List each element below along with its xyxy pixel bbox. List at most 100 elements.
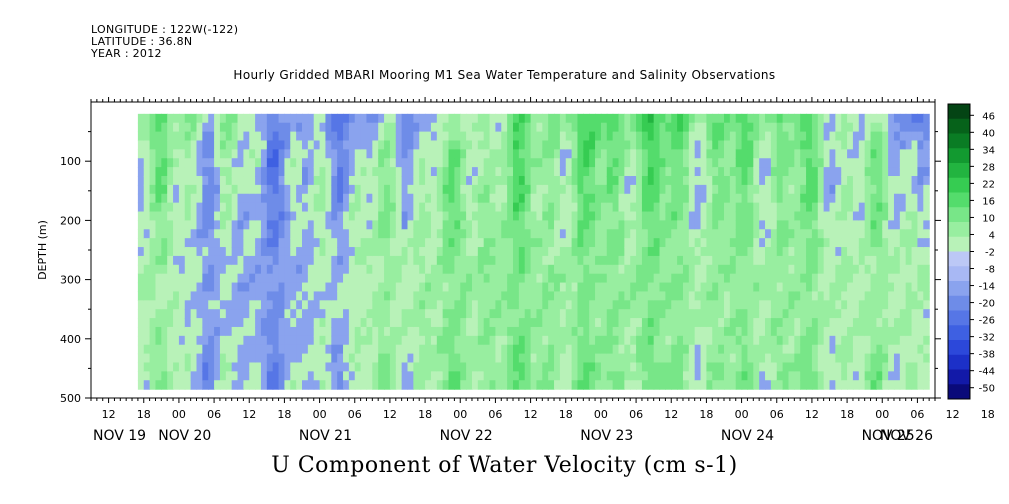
- heatmap-cell: [243, 220, 250, 230]
- heatmap-cell: [395, 326, 403, 337]
- heatmap-cell: [325, 282, 332, 293]
- heatmap-cell: [266, 176, 274, 186]
- heatmap-cell: [806, 335, 813, 346]
- heatmap-cell: [231, 264, 239, 275]
- heatmap-cell: [724, 220, 731, 230]
- heatmap-cell: [864, 176, 872, 186]
- heatmap-cell: [524, 149, 532, 159]
- heatmap-cell: [794, 140, 801, 150]
- heatmap-cell: [659, 131, 666, 142]
- heatmap-cell: [899, 184, 907, 195]
- heatmap-cell: [419, 300, 426, 310]
- heatmap-cell: [483, 309, 491, 319]
- heatmap-cell: [923, 264, 930, 275]
- heatmap-cell: [337, 167, 344, 177]
- heatmap-cell: [260, 326, 268, 337]
- heatmap-cell: [770, 291, 778, 301]
- heatmap-cell: [401, 202, 409, 213]
- heatmap-cell: [841, 291, 848, 301]
- heatmap-cell: [354, 229, 362, 239]
- heatmap-cell: [753, 220, 760, 230]
- heatmap-cell: [501, 149, 508, 159]
- heatmap-cell: [741, 291, 749, 301]
- heatmap-cell: [712, 255, 719, 266]
- heatmap-cell: [296, 273, 303, 284]
- heatmap-cell: [565, 291, 573, 301]
- heatmap-cell: [559, 380, 567, 390]
- heatmap-cell: [671, 300, 678, 310]
- heatmap-cell: [219, 309, 227, 319]
- heatmap-cell: [378, 255, 385, 266]
- heatmap-cell: [255, 264, 262, 275]
- heatmap-cell: [325, 158, 332, 168]
- heatmap-cell: [149, 220, 157, 230]
- heatmap-cell: [770, 300, 778, 310]
- heatmap-cell: [776, 326, 784, 337]
- heatmap-cell: [806, 158, 813, 168]
- heatmap-cell: [366, 353, 373, 364]
- heatmap-cell: [319, 344, 327, 355]
- heatmap-cell: [911, 353, 919, 364]
- heatmap-cell: [137, 113, 145, 124]
- heatmap-cell: [548, 113, 555, 124]
- heatmap-cell: [899, 113, 907, 124]
- heatmap-cell: [882, 273, 889, 284]
- heatmap-cell: [331, 140, 338, 150]
- heatmap-cell: [700, 353, 708, 364]
- heatmap-cell: [208, 309, 215, 319]
- heatmap-cell: [284, 158, 291, 168]
- heatmap-cell: [852, 131, 860, 142]
- heatmap-cell: [530, 158, 538, 168]
- heatmap-cell: [454, 184, 461, 195]
- heatmap-cell: [255, 371, 262, 381]
- heatmap-cell: [161, 282, 168, 293]
- heatmap-cell: [817, 131, 825, 142]
- heatmap-cell: [589, 184, 596, 195]
- heatmap-cell: [870, 140, 877, 150]
- heatmap-cell: [260, 229, 268, 239]
- heatmap-cell: [542, 167, 549, 177]
- heatmap-cell: [688, 211, 696, 221]
- heatmap-cell: [759, 220, 766, 230]
- heatmap-cell: [325, 131, 332, 142]
- heatmap-cell: [143, 149, 151, 159]
- heatmap-cell: [413, 238, 420, 248]
- heatmap-cell: [196, 229, 203, 239]
- heatmap-cell: [765, 193, 772, 204]
- heatmap-cell: [184, 131, 192, 142]
- heatmap-cell: [231, 238, 239, 248]
- heatmap-cell: [583, 211, 590, 221]
- heatmap-cell: [384, 282, 391, 293]
- heatmap-cell: [190, 247, 198, 257]
- heatmap-cell: [712, 140, 719, 150]
- heatmap-cell: [665, 238, 672, 248]
- heatmap-cell: [272, 158, 280, 168]
- heatmap-cell: [208, 362, 215, 372]
- heatmap-cell: [219, 238, 227, 248]
- heatmap-cell: [278, 318, 286, 328]
- heatmap-cell: [243, 167, 250, 177]
- heatmap-cell: [583, 220, 590, 230]
- heatmap-cell: [753, 273, 760, 284]
- heatmap-cell: [536, 193, 543, 204]
- heatmap-cell: [870, 176, 877, 186]
- heatmap-cell: [237, 318, 244, 328]
- heatmap-cell: [202, 264, 209, 275]
- heatmap-cell: [507, 131, 514, 142]
- heatmap-cell: [706, 326, 713, 337]
- heatmap-cell: [905, 353, 913, 364]
- heatmap-cell: [155, 300, 162, 310]
- heatmap-cell: [419, 193, 426, 204]
- heatmap-cell: [671, 335, 678, 346]
- heatmap-cell: [712, 380, 719, 390]
- heatmap-cell: [354, 371, 362, 381]
- heatmap-cell: [659, 371, 666, 381]
- heatmap-cell: [899, 380, 907, 390]
- heatmap-cell: [888, 371, 895, 381]
- heatmap-cell: [870, 380, 877, 390]
- heatmap-cell: [155, 220, 162, 230]
- heatmap-cell: [864, 380, 872, 390]
- heatmap-cell: [313, 238, 321, 248]
- heatmap-cell: [401, 167, 409, 177]
- heatmap-cell: [477, 344, 485, 355]
